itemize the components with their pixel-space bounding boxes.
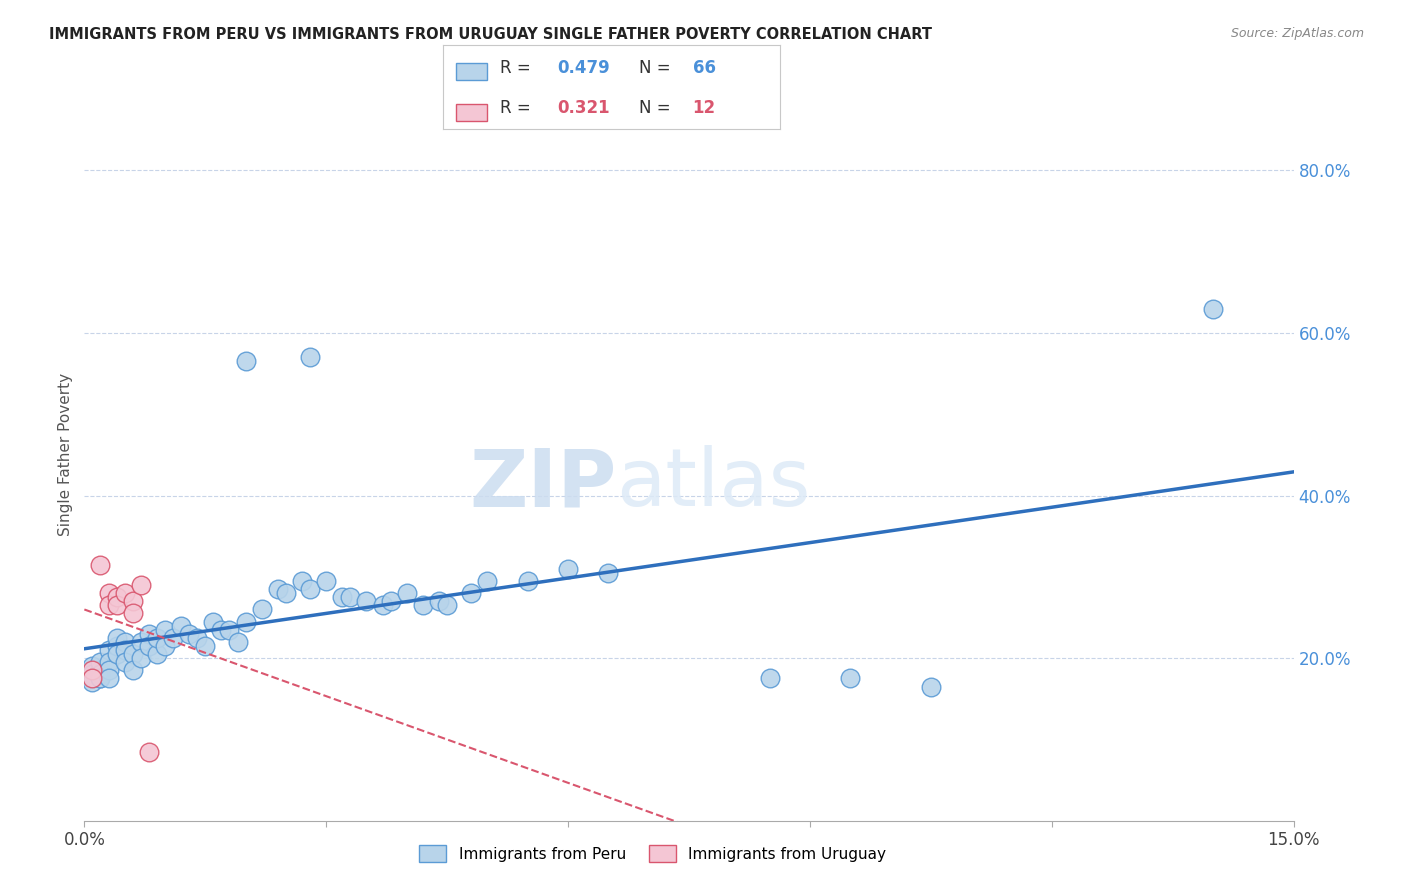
Point bbox=[758, 672, 780, 686]
Point bbox=[121, 647, 143, 661]
Point bbox=[427, 594, 450, 608]
Point bbox=[97, 663, 120, 677]
Point bbox=[89, 558, 111, 572]
Point bbox=[557, 562, 579, 576]
Point bbox=[82, 672, 104, 686]
Point bbox=[82, 663, 104, 677]
Point bbox=[146, 647, 169, 661]
Point bbox=[105, 639, 128, 653]
Point bbox=[105, 631, 128, 645]
Text: 0.321: 0.321 bbox=[558, 99, 610, 117]
Point bbox=[356, 594, 378, 608]
Point bbox=[82, 672, 104, 686]
Point bbox=[299, 582, 322, 596]
Point bbox=[114, 586, 136, 600]
Text: atlas: atlas bbox=[616, 445, 811, 524]
Point bbox=[89, 667, 111, 681]
Point bbox=[97, 643, 120, 657]
Point bbox=[339, 590, 361, 604]
Point bbox=[274, 586, 297, 600]
Point bbox=[105, 647, 128, 661]
Point bbox=[516, 574, 538, 588]
Point bbox=[105, 590, 128, 604]
Point bbox=[598, 566, 620, 580]
Point bbox=[82, 675, 104, 690]
Point bbox=[114, 643, 136, 657]
Text: R =: R = bbox=[501, 60, 536, 78]
Point bbox=[839, 672, 862, 686]
Point bbox=[138, 626, 160, 640]
Point bbox=[315, 574, 337, 588]
Text: 0.479: 0.479 bbox=[558, 60, 610, 78]
Point bbox=[170, 618, 193, 632]
Point bbox=[202, 615, 225, 629]
Text: R =: R = bbox=[501, 99, 536, 117]
Point bbox=[138, 639, 160, 653]
Point bbox=[186, 631, 208, 645]
Point bbox=[235, 354, 257, 368]
Point bbox=[89, 663, 111, 677]
Point bbox=[97, 672, 120, 686]
Point bbox=[460, 586, 482, 600]
Point bbox=[179, 626, 201, 640]
Text: IMMIGRANTS FROM PERU VS IMMIGRANTS FROM URUGUAY SINGLE FATHER POVERTY CORRELATIO: IMMIGRANTS FROM PERU VS IMMIGRANTS FROM … bbox=[49, 27, 932, 42]
FancyBboxPatch shape bbox=[457, 63, 486, 80]
Text: N =: N = bbox=[638, 99, 675, 117]
Point bbox=[121, 607, 143, 621]
Point bbox=[436, 599, 458, 613]
Point bbox=[89, 672, 111, 686]
Point bbox=[129, 635, 152, 649]
Point bbox=[267, 582, 290, 596]
Point bbox=[153, 623, 176, 637]
Point bbox=[412, 599, 434, 613]
Point bbox=[114, 635, 136, 649]
Point bbox=[380, 594, 402, 608]
Text: 66: 66 bbox=[693, 60, 716, 78]
FancyBboxPatch shape bbox=[457, 104, 486, 120]
Point bbox=[299, 351, 322, 365]
Point bbox=[371, 599, 394, 613]
Point bbox=[82, 659, 104, 673]
Legend: Immigrants from Peru, Immigrants from Uruguay: Immigrants from Peru, Immigrants from Ur… bbox=[413, 839, 893, 868]
Point bbox=[121, 594, 143, 608]
Point bbox=[82, 667, 104, 681]
Point bbox=[89, 655, 111, 669]
Point bbox=[250, 602, 273, 616]
Text: 12: 12 bbox=[693, 99, 716, 117]
Point bbox=[330, 590, 353, 604]
Point bbox=[97, 586, 120, 600]
Point bbox=[129, 578, 152, 592]
Text: N =: N = bbox=[638, 60, 675, 78]
Text: Source: ZipAtlas.com: Source: ZipAtlas.com bbox=[1230, 27, 1364, 40]
Point bbox=[218, 623, 240, 637]
Point bbox=[97, 599, 120, 613]
Point bbox=[162, 631, 184, 645]
Y-axis label: Single Father Poverty: Single Father Poverty bbox=[58, 374, 73, 536]
Point bbox=[82, 663, 104, 677]
Point bbox=[920, 680, 942, 694]
Point bbox=[291, 574, 314, 588]
Point bbox=[105, 599, 128, 613]
Point bbox=[129, 651, 152, 665]
Point bbox=[395, 586, 418, 600]
Point bbox=[153, 639, 176, 653]
Point bbox=[89, 672, 111, 686]
Point bbox=[138, 745, 160, 759]
Point bbox=[209, 623, 232, 637]
Point bbox=[194, 639, 217, 653]
Point bbox=[226, 635, 249, 649]
Point bbox=[146, 631, 169, 645]
Point bbox=[235, 615, 257, 629]
Point bbox=[114, 655, 136, 669]
Text: ZIP: ZIP bbox=[470, 445, 616, 524]
Point bbox=[97, 655, 120, 669]
Point bbox=[1202, 301, 1225, 316]
Point bbox=[121, 663, 143, 677]
Point bbox=[477, 574, 499, 588]
